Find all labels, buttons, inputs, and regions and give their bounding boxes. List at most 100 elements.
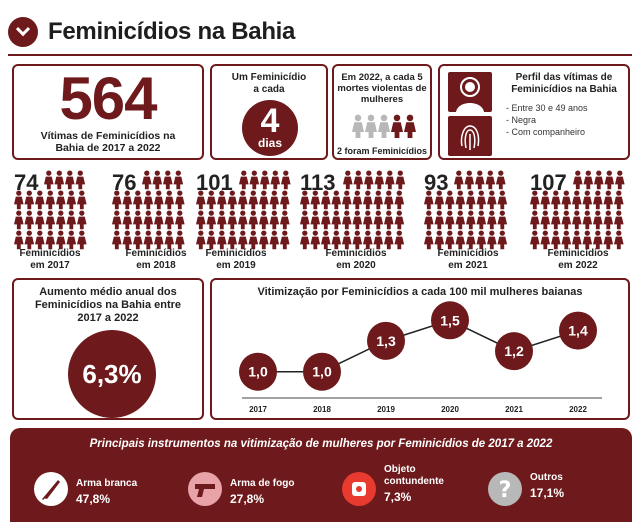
people-grid-icon xyxy=(112,170,185,250)
instrument-blunt-object: Objeto contundente 7,3% xyxy=(342,464,482,516)
woman-figure-icon xyxy=(143,230,154,250)
woman-figure-icon xyxy=(424,230,434,250)
woman-figure-icon xyxy=(249,170,260,190)
year-label: Feminicídios em 2017 xyxy=(19,248,81,271)
frequency-unit: dias xyxy=(257,136,282,150)
woman-figure-icon xyxy=(300,190,310,210)
woman-figure-icon xyxy=(175,210,185,230)
woman-figure-icon xyxy=(363,190,373,210)
woman-figure-icon xyxy=(238,210,248,230)
data-point xyxy=(431,301,469,340)
woman-figure-icon xyxy=(206,210,217,230)
woman-figure-icon xyxy=(497,210,508,230)
woman-figure-icon xyxy=(270,170,281,190)
year-count: 101 xyxy=(196,170,233,195)
header-divider xyxy=(8,54,632,56)
woman-figure-icon xyxy=(310,190,321,210)
woman-figure-icon xyxy=(280,190,290,210)
people-grid-icon xyxy=(530,170,625,250)
woman-figure-icon xyxy=(374,170,385,190)
woman-figure-icon xyxy=(122,230,133,250)
victim-profile-card: Perfil das vítimas de Feminicídios na Ba… xyxy=(438,64,630,160)
woman-figure-icon xyxy=(45,210,56,230)
woman-figure-icon xyxy=(310,230,321,250)
woman-figure-icon xyxy=(269,210,280,230)
woman-figure-icon xyxy=(561,230,572,250)
data-label: 1,4 xyxy=(568,323,588,339)
woman-figure-icon xyxy=(364,170,374,190)
woman-figure-icon xyxy=(154,230,164,250)
gun-icon xyxy=(188,472,222,506)
woman-figure-icon xyxy=(175,190,185,210)
year-label: Feminicídios em 2022 xyxy=(547,248,609,271)
woman-figure-icon xyxy=(300,230,310,250)
profile-title: Perfil das vítimas de Feminicídios na Ba… xyxy=(511,72,617,95)
woman-figure-icon xyxy=(152,170,163,190)
woman-figure-icon xyxy=(352,190,363,210)
woman-figure-icon xyxy=(487,230,497,250)
woman-figure-icon xyxy=(614,190,624,210)
data-point xyxy=(495,332,533,371)
woman-figure-icon xyxy=(227,230,238,250)
woman-figure-icon xyxy=(363,210,373,230)
woman-figure-icon xyxy=(582,230,593,250)
woman-figure-icon xyxy=(540,230,551,250)
woman-figure-icon xyxy=(530,190,540,210)
woman-figure-icon xyxy=(133,210,143,230)
woman-figure-icon xyxy=(455,230,466,250)
people-grid-icon xyxy=(14,170,87,250)
woman-figure-icon xyxy=(227,210,238,230)
woman-figure-icon xyxy=(394,210,405,230)
year-count: 107 xyxy=(530,170,567,195)
woman-figure-icon xyxy=(196,210,206,230)
woman-figure-icon xyxy=(173,170,184,190)
woman-figure-icon xyxy=(259,230,269,250)
woman-figure-icon xyxy=(77,210,87,230)
woman-figure-icon xyxy=(65,170,75,190)
woman-figure-icon xyxy=(24,190,35,210)
ratio-figure-icon xyxy=(365,114,377,138)
woman-portrait-icon xyxy=(448,72,492,112)
woman-figure-icon xyxy=(384,190,394,210)
question-icon: ? xyxy=(488,472,522,506)
ratio-figure-icon xyxy=(378,114,390,138)
woman-figure-icon xyxy=(269,230,280,250)
woman-figure-icon xyxy=(331,190,342,210)
woman-figure-icon xyxy=(497,190,508,210)
growth-value: 6,3% xyxy=(68,330,156,418)
ratio-figure-icon xyxy=(404,114,416,138)
woman-figure-icon xyxy=(280,230,290,250)
woman-figure-icon xyxy=(434,210,445,230)
ratio-figure-icon xyxy=(352,114,364,138)
x-tick-label: 2018 xyxy=(313,405,331,414)
woman-figure-icon xyxy=(445,190,455,210)
woman-figure-icon xyxy=(593,190,603,210)
knife-icon xyxy=(34,472,68,506)
woman-figure-icon xyxy=(24,230,35,250)
woman-figure-icon xyxy=(44,170,54,190)
woman-figure-icon xyxy=(66,210,77,230)
data-point xyxy=(367,321,405,360)
ratio-card: Em 2022, a cada 5 mortes violentas de mu… xyxy=(332,64,432,160)
woman-figure-icon xyxy=(384,230,394,250)
total-victims-value: 564 xyxy=(59,65,157,132)
woman-figure-icon xyxy=(485,170,496,190)
woman-figure-icon xyxy=(321,230,331,250)
frequency-card: Um Feminicídio a cada 4 dias xyxy=(210,64,328,160)
woman-figure-icon xyxy=(352,230,363,250)
woman-figure-icon xyxy=(582,210,593,230)
ratio-figures xyxy=(352,114,416,138)
woman-figure-icon xyxy=(35,210,45,230)
annual-growth-card: Aumento médio anual dos Feminicídios na … xyxy=(12,278,204,420)
woman-figure-icon xyxy=(248,190,259,210)
woman-figure-icon xyxy=(77,230,87,250)
woman-figure-icon xyxy=(476,190,487,210)
woman-figure-icon xyxy=(603,190,614,210)
woman-figure-icon xyxy=(353,170,364,190)
woman-figure-icon xyxy=(551,190,561,210)
woman-figure-icon xyxy=(455,190,466,210)
woman-figure-icon xyxy=(164,190,175,210)
page-title: Feminicídios na Bahia xyxy=(48,18,296,45)
data-label: 1,5 xyxy=(440,312,460,328)
woman-figure-icon xyxy=(445,210,455,230)
